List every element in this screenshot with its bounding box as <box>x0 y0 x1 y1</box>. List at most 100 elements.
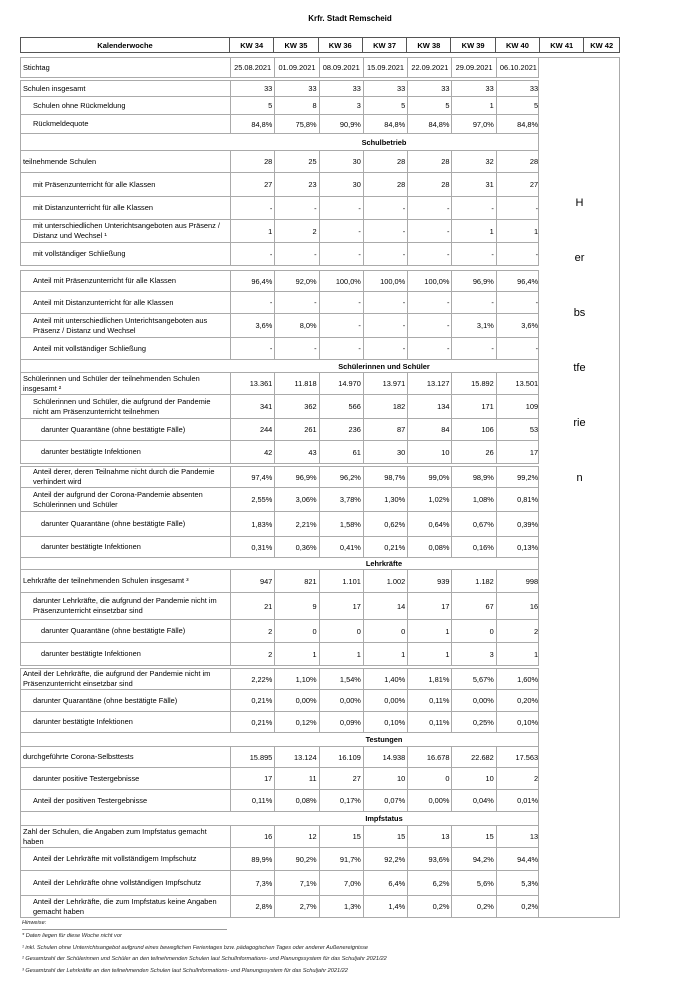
cell-value: 2 <box>230 620 274 642</box>
cell-value: - <box>274 292 318 313</box>
cell-value: 566 <box>318 395 363 418</box>
row-label: darunter Quarantäne (ohne bestätigte Fäl… <box>33 695 178 705</box>
cell-value: 0,64% <box>407 512 451 536</box>
cell-value: 100,0% <box>362 271 407 291</box>
cell-value: 0,31% <box>230 537 274 557</box>
cell-value: 1,30% <box>362 488 407 511</box>
cell-value: 1,10% <box>274 669 318 689</box>
table-row: Anteil der Lehrkräfte mit vollständigem … <box>20 848 539 871</box>
table-row: Anteil mit vollständiger Schließung - - - - -… <box>20 338 539 360</box>
row-label: durchgeführte Corona-Selbsttests <box>23 752 134 761</box>
cell-value: 6,4% <box>362 871 407 895</box>
cell-value: 2,22% <box>230 669 274 689</box>
cell-value: 28 <box>407 151 451 172</box>
footnote: * Daten liegen für diese Woche nicht vor <box>22 933 122 939</box>
cell-value: - <box>318 314 363 337</box>
cell-value: 14.970 <box>318 373 363 394</box>
table-row: Zahl der Schulen, die Angaben zum Impfst… <box>20 825 539 848</box>
cell-value: - <box>495 197 540 219</box>
cell-value: 2,55% <box>230 488 274 511</box>
cell-value: - <box>451 338 495 359</box>
cell-value: 0,41% <box>318 537 363 557</box>
cell-value: 0,01% <box>495 790 540 811</box>
cell-value: - <box>362 197 407 219</box>
row-label: mit unterschiedlichen Unterichtsangebote… <box>33 221 220 240</box>
cell-value: 91,7% <box>318 848 363 870</box>
cell-value: 8,0% <box>274 314 318 337</box>
cell-value: 0,21% <box>230 690 274 711</box>
cell-value: 2,21% <box>274 512 318 536</box>
footnote: ³ Gesamtzahl der Lehrkräfte an den teiln… <box>22 967 348 974</box>
cell-value: 42 <box>230 441 274 463</box>
row-label: darunter bestätigte Infektionen <box>41 447 141 456</box>
cell-value: 89,9% <box>230 848 274 870</box>
document-title: Krfr. Stadt Remscheid <box>308 14 392 23</box>
cell-value: 0,04% <box>451 790 495 811</box>
cell-value: 15 <box>451 826 495 847</box>
cell-value: 11 <box>274 768 318 789</box>
cell-value: 25.08.2021 <box>230 58 274 77</box>
row-label: Schulen insgesamt <box>23 83 86 93</box>
cell-value: 0,62% <box>362 512 407 536</box>
cell-value: 17 <box>230 768 274 789</box>
cell-value: 0,11% <box>407 712 451 732</box>
footnote: ¹ inkl. Schulen ohne Unterrichtsangebot … <box>22 944 369 951</box>
cell-value: 28 <box>495 151 540 172</box>
cell-value: 33 <box>495 81 540 96</box>
cell-value: 134 <box>407 395 451 418</box>
cell-value: - <box>318 338 363 359</box>
row-label: Schülerinnen und Schüler der teilnehmend… <box>23 373 200 393</box>
cell-value: - <box>495 338 540 359</box>
cell-value: 0,07% <box>362 790 407 811</box>
cell-value: 84,8% <box>407 115 451 133</box>
cell-value: 341 <box>230 395 274 418</box>
row-label: Anteil mit Distanzunterricht für alle Kl… <box>33 297 174 307</box>
cell-value: - <box>230 243 274 265</box>
cell-value: 0,00% <box>407 790 451 811</box>
section-heading: Testungen <box>20 733 539 746</box>
row-label: Stichtag <box>23 62 50 72</box>
cell-value: 27 <box>230 173 274 196</box>
table-row: Anteil der aufgrund der Corona-Pandemie … <box>20 488 539 512</box>
cell-value: 98,7% <box>362 467 407 487</box>
table-row: darunter bestätigte Infektionen 42 43 61 30 1… <box>20 441 539 464</box>
cell-value: 27 <box>495 173 540 196</box>
row-label: Schulen ohne Rückmeldung <box>33 100 126 110</box>
cell-value: 5,6% <box>451 871 495 895</box>
cell-value: 1 <box>318 643 363 665</box>
table-row: darunter bestätigte Infektionen 0,21% 0,12… <box>20 712 539 733</box>
cell-value: 01.09.2021 <box>274 58 318 77</box>
cell-value: - <box>407 243 451 265</box>
cell-value: 10 <box>407 441 451 463</box>
cell-value: 0,67% <box>451 512 495 536</box>
cell-value: - <box>495 243 540 265</box>
cell-value: 0,11% <box>230 790 274 811</box>
cell-value: 1,3% <box>318 896 363 917</box>
cell-value: 1.101 <box>318 570 363 592</box>
cell-value: 16.109 <box>318 747 363 767</box>
holiday-label: Herbstferien <box>573 197 586 484</box>
cell-value: 30 <box>318 151 363 172</box>
cell-value: 1 <box>495 643 540 665</box>
section-title: Lehrkräfte <box>365 559 403 568</box>
row-label: darunter Quarantäne (ohne bestätigte Fäl… <box>41 424 186 434</box>
cell-value: 1,02% <box>407 488 451 511</box>
table-row: darunter bestätigte Infektionen 0,31% 0,36… <box>20 537 539 558</box>
cell-value: - <box>318 220 363 242</box>
cell-value: 61 <box>318 441 363 463</box>
section-title: Testungen <box>365 735 403 744</box>
section-heading: Schülerinnen und Schüler <box>20 360 539 372</box>
table-row: Anteil mit unterschiedlichen Unterichtsa… <box>20 314 539 338</box>
section-title: Schulbetrieb <box>361 137 407 147</box>
cell-value: 0 <box>451 620 495 642</box>
cell-value: 0,08% <box>407 537 451 557</box>
table-row: darunter Quarantäne (ohne bestätigte Fäl… <box>20 512 539 537</box>
cell-value: 0,00% <box>362 690 407 711</box>
cell-value: 99,2% <box>495 467 540 487</box>
cell-value: - <box>318 243 363 265</box>
cell-value: 2 <box>274 220 318 242</box>
cell-value: 1 <box>451 97 495 114</box>
cell-value: 08.09.2021 <box>318 58 363 77</box>
cell-value: - <box>362 220 407 242</box>
cell-value: 7,1% <box>274 871 318 895</box>
